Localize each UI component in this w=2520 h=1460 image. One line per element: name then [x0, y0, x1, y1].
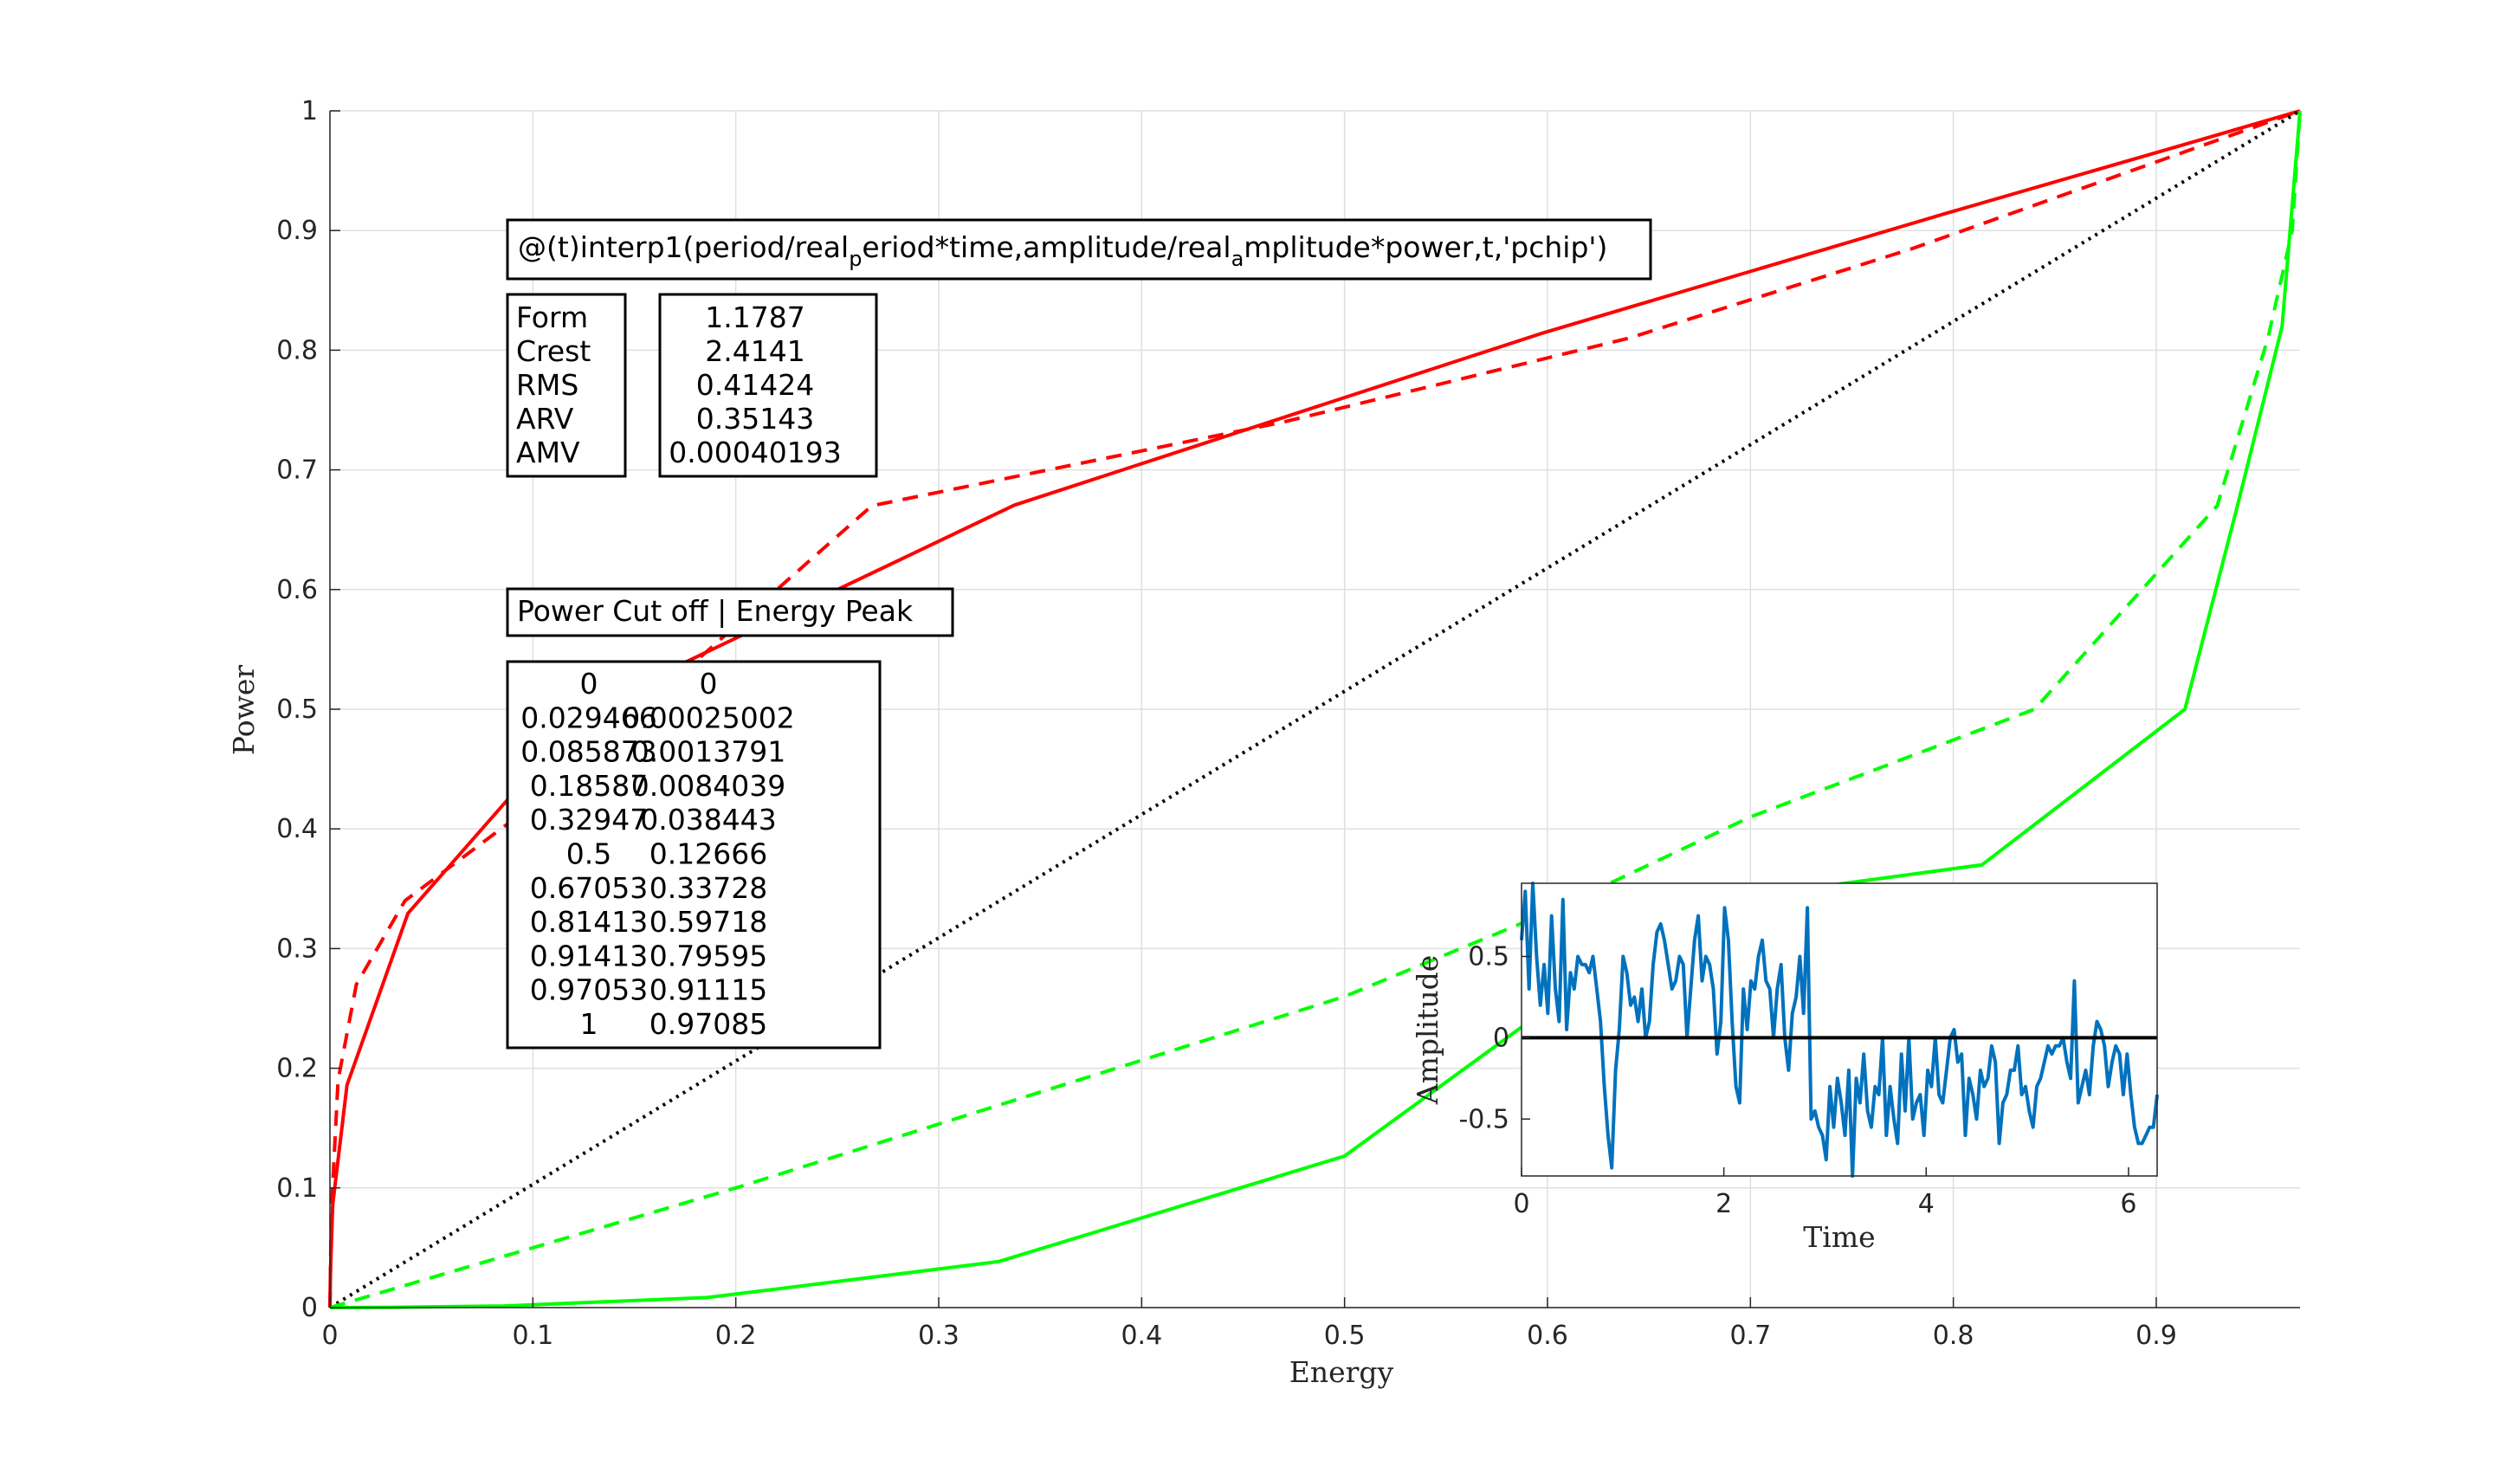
stat-value-form: 1.1787	[705, 300, 804, 334]
cutoff-table-box: 0 00.0294660.000250020.0858730.00137910.1…	[506, 660, 882, 1050]
formula-text: @(t)interp1(period/realperiod*time,ampli…	[518, 230, 1607, 271]
stats-labels-box: Form Crest RMS ARV AMV	[506, 293, 627, 478]
cutoff-energy-value: 0.038443	[640, 803, 776, 837]
formula-subscript-a: a	[1231, 247, 1244, 271]
inset-y-tick-label: -0.5	[1458, 1104, 1509, 1134]
formula-part-3: mplitude*power,t,'pchip')	[1244, 230, 1607, 264]
cutoff-energy-value: 0.79595	[649, 939, 767, 972]
cutoff-energy-value: 0	[700, 667, 718, 701]
cutoff-power-value: 0.5	[566, 837, 611, 871]
x-tick-label: 0.8	[1933, 1321, 1974, 1351]
y-tick-label: 0.5	[276, 694, 318, 725]
cutoff-power-value: 0.029466	[520, 701, 656, 734]
x-tick-label: 0.1	[512, 1321, 553, 1351]
x-tick-label: 0.3	[918, 1321, 960, 1351]
cutoff-power-value: 0.81413	[530, 905, 648, 939]
stat-value-crest: 2.4141	[705, 334, 804, 368]
stats-values-frame	[658, 293, 878, 478]
x-tick-label: 0.5	[1324, 1321, 1366, 1351]
inset-y-tick-label: 0	[1493, 1023, 1509, 1053]
inset-x-axis-label: Time	[1803, 1220, 1875, 1254]
cutoff-power-value: 0.18587	[530, 769, 648, 803]
cutoff-power-value: 0.91413	[530, 939, 648, 972]
cutoff-energy-value: 0.00025002	[622, 701, 794, 734]
inset-chart: 0 2 4 6 0.5 0 -0.5 Time Amplitude	[1411, 882, 2159, 1254]
inset-x-tick-label: 2	[1716, 1189, 1732, 1219]
x-tick-label: 0.7	[1729, 1321, 1771, 1351]
cutoff-energy-value: 0.33728	[649, 871, 767, 905]
y-tick-label: 0.4	[276, 814, 318, 844]
y-tick-label: 0.3	[276, 933, 318, 964]
x-tick-label: 0.9	[2136, 1321, 2177, 1351]
y-tick-label: 0.7	[276, 455, 318, 486]
stats-values-box: 1.1787 2.4141 0.41424 0.35143 0.00040193	[658, 293, 878, 478]
cutoff-energy-value: 0.12666	[649, 837, 767, 871]
x-tick-label: 0.2	[715, 1321, 757, 1351]
y-tick-label: 0.1	[276, 1173, 318, 1204]
stat-label-form: Form	[516, 300, 588, 334]
inset-x-tick-label: 6	[2120, 1189, 2136, 1219]
y-tick-label: 0.2	[276, 1054, 318, 1084]
y-tick-label: 0.6	[276, 575, 318, 605]
inset-y-axis-label: Amplitude	[1411, 955, 1444, 1106]
cutoff-energy-value: 0.97085	[649, 1007, 767, 1041]
x-axis-label: Energy	[1289, 1355, 1394, 1389]
cutoff-power-value: 0.085873	[520, 735, 656, 769]
inset-y-tick-label: 0.5	[1468, 942, 1509, 972]
inset-series-line-1	[1520, 882, 2159, 1178]
x-tick-label: 0	[321, 1321, 338, 1351]
inset-x-tick-label: 4	[1918, 1189, 1935, 1219]
stat-label-arv: ARV	[516, 402, 574, 436]
inset-frame	[1521, 882, 2158, 1177]
series-line-3	[328, 109, 2302, 1309]
cutoff-energy-value: 0.59718	[649, 905, 767, 939]
y-tick-label: 1	[301, 96, 318, 126]
formula-subscript-p: p	[849, 247, 862, 271]
stats-labels-frame	[506, 293, 627, 478]
formula-box: @(t)interp1(period/realperiod*time,ampli…	[506, 218, 1652, 281]
cutoff-title-box: Power Cut off | Energy Peak	[506, 587, 954, 637]
inset-ticks: 0 2 4 6 0.5 0 -0.5	[1458, 942, 2136, 1220]
inset-plot-area	[1522, 883, 2157, 1176]
cutoff-power-value: 0	[580, 667, 598, 701]
cutoff-energy-value: 0.91115	[649, 973, 767, 1007]
main-ticks: 0 0.1 0.2 0.3 0.4 0.5 0.6 0.7 0.8 0.9 0 0.1 0.2 0.3 0.…	[276, 96, 2177, 1351]
cutoff-power-value: 0.32947	[530, 803, 648, 837]
y-axis-label: Power	[227, 665, 261, 756]
formula-box-frame	[506, 218, 1652, 281]
y-tick-label: 0.8	[276, 335, 318, 365]
stat-label-amv: AMV	[516, 436, 580, 469]
stat-value-amv: 0.00040193	[669, 436, 841, 469]
inset-x-tick-label: 0	[1513, 1189, 1529, 1219]
stat-label-rms: RMS	[516, 368, 578, 402]
cutoff-title: Power Cut off | Energy Peak	[517, 594, 914, 628]
cutoff-energy-value: 0.0084039	[631, 769, 785, 803]
x-tick-label: 0.4	[1121, 1321, 1162, 1351]
y-tick-label: 0	[301, 1293, 318, 1323]
cutoff-energy-value: 0.0013791	[631, 735, 785, 769]
cutoff-power-value: 1	[580, 1007, 598, 1041]
formula-part-1: @(t)interp1(period/real	[518, 230, 849, 264]
cutoff-table-frame	[506, 660, 882, 1050]
stat-value-arv: 0.35143	[696, 402, 814, 436]
formula-part-2: eriod*time,amplitude/real	[862, 230, 1231, 264]
cutoff-title-frame	[506, 587, 954, 637]
stat-label-crest: Crest	[516, 334, 591, 368]
inset-axes	[1521, 882, 2158, 1177]
series-line-5	[329, 110, 2302, 1309]
y-tick-label: 0.9	[276, 216, 318, 246]
cutoff-power-value: 0.67053	[530, 871, 648, 905]
stat-value-rms: 0.41424	[696, 368, 814, 402]
x-tick-label: 0.6	[1527, 1321, 1568, 1351]
inset-series	[1520, 882, 2159, 1178]
cutoff-power-value: 0.97053	[530, 973, 648, 1007]
